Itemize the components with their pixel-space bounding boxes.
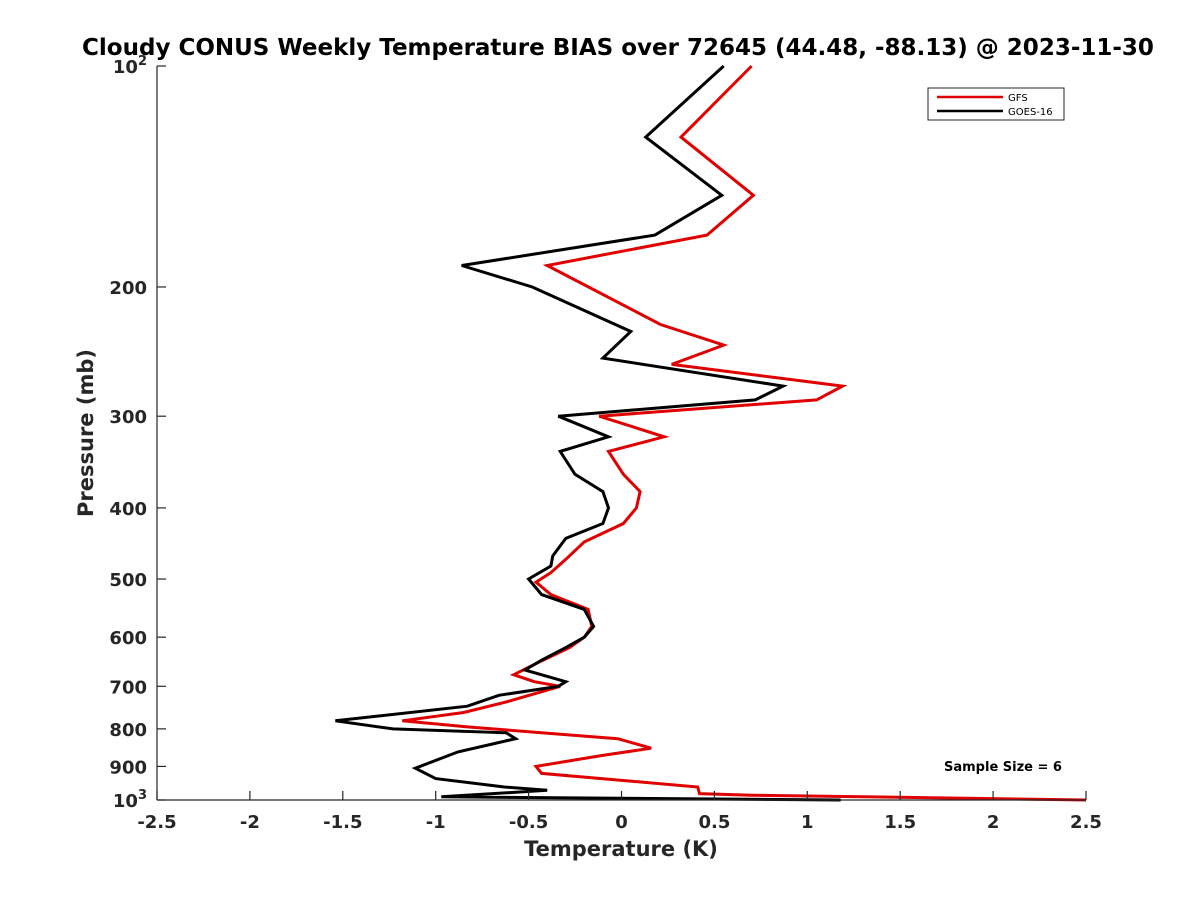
y-tick-label: 400 xyxy=(109,499,147,520)
series-line-goes16 xyxy=(335,64,841,802)
y-tick-label: 900 xyxy=(109,757,147,778)
x-tick-label: 2.5 xyxy=(1070,812,1102,833)
legend-box xyxy=(927,87,1065,121)
x-tick-label: -1 xyxy=(426,812,446,833)
y-tick-label: 800 xyxy=(109,720,147,741)
x-tick-label: -1.5 xyxy=(323,812,362,833)
y-tick-label: 700 xyxy=(109,677,147,698)
legend-label-goes16: GOES-16 xyxy=(1008,107,1053,118)
legend: GFS GOES-16 xyxy=(927,87,1065,121)
y-ticks: 102 200 300 400 500 600 700 800 900 103 xyxy=(109,54,166,812)
legend-label-gfs: GFS xyxy=(1008,93,1028,104)
y-tick-label: 500 xyxy=(109,570,147,591)
sample-size-annotation: Sample Size = 6 xyxy=(944,760,1062,775)
y-tick-label: 300 xyxy=(109,407,147,428)
x-tick-label: 0 xyxy=(615,812,628,833)
x-tick-label: 0.5 xyxy=(698,812,730,833)
x-tick-label: -2.5 xyxy=(137,812,176,833)
x-axis-label: Temperature (K) xyxy=(524,837,718,861)
chart-title: Cloudy CONUS Weekly Temperature BIAS ove… xyxy=(82,35,1154,61)
series-layer xyxy=(335,64,1087,802)
y-tick-label: 600 xyxy=(109,628,147,649)
x-tick-label: 1 xyxy=(801,812,814,833)
x-tick-label: 2 xyxy=(987,812,1000,833)
series-line-gfs xyxy=(402,64,1087,802)
y-tick-label: 102 xyxy=(113,54,147,78)
y-axis-label: Pressure (mb) xyxy=(74,349,98,517)
x-tick-label: -2 xyxy=(240,812,260,833)
y-tick-label: 200 xyxy=(109,278,147,299)
x-ticks: -2.5 -2 -1.5 -1 -0.5 0 0.5 1 1.5 2 2.5 xyxy=(137,791,1102,833)
x-tick-label: -0.5 xyxy=(509,812,548,833)
y-tick-label: 103 xyxy=(113,788,147,812)
x-tick-label: 1.5 xyxy=(884,812,916,833)
